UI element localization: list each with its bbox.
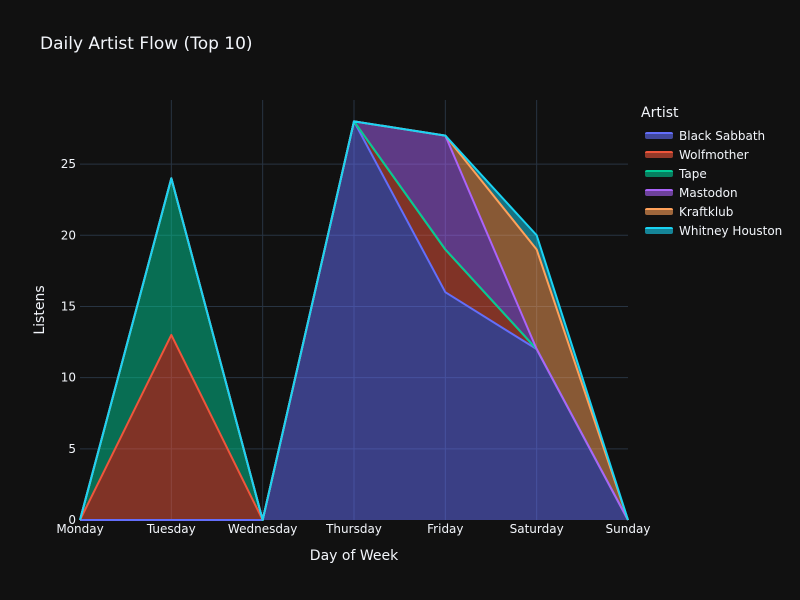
legend-item[interactable]: Tape: [641, 164, 796, 183]
line-whitney-houston: [79, 120, 629, 521]
x-axis-title: Day of Week: [310, 548, 399, 564]
legend-label: Black Sabbath: [679, 128, 766, 143]
x-tick-label: Thursday: [325, 522, 382, 536]
legend-item[interactable]: Whitney Houston: [641, 221, 796, 240]
y-tick-label: 10: [61, 371, 76, 385]
chart-title: Daily Artist Flow (Top 10): [40, 34, 253, 54]
area-wolfmother: [80, 121, 628, 521]
legend-label: Mastodon: [679, 185, 738, 200]
y-tick-label: 25: [61, 157, 76, 171]
x-tick-label: Wednesday: [228, 522, 297, 536]
legend-item[interactable]: Kraftklub: [641, 202, 796, 221]
legend-label: Wolfmother: [679, 147, 749, 162]
x-tick-label: Tuesday: [146, 522, 196, 536]
area-layer: [80, 121, 628, 521]
y-tick-label: 20: [61, 228, 76, 242]
legend-title: Artist: [641, 105, 679, 121]
y-tick-label: 0: [68, 513, 76, 527]
y-tick-label: 15: [61, 299, 76, 313]
area-tape: [80, 121, 628, 521]
area-black-sabbath: [80, 121, 628, 521]
x-tick-label: Monday: [56, 522, 103, 536]
legend-swatch: [645, 189, 673, 196]
legend-item[interactable]: Mastodon: [641, 183, 796, 202]
legend-label: Tape: [679, 166, 707, 181]
y-axis-title: Listens: [32, 285, 48, 334]
legend-label: Whitney Houston: [679, 223, 783, 238]
area-mastodon: [80, 121, 628, 521]
axis-layer: 0 5 10 15 20 25 Monday Tuesday Wednesday Thursday…: [32, 157, 650, 564]
legend-swatch: [645, 132, 673, 139]
legend-item[interactable]: Wolfmother: [641, 145, 796, 164]
x-tick-label: Sunday: [606, 522, 651, 536]
legend-swatch: [645, 170, 673, 177]
legend-items: Black Sabbath Wolfmother Tape Mastodon Kraft…: [641, 126, 796, 240]
line-layer: [79, 120, 629, 521]
legend: Artist Black Sabbath Wolfmother Tape Mastod…: [641, 104, 796, 240]
legend-swatch: [645, 227, 673, 234]
legend-item[interactable]: Black Sabbath: [641, 126, 796, 145]
legend-swatch: [645, 151, 673, 158]
x-tick-label: Friday: [427, 522, 463, 536]
x-tick-label: Saturday: [510, 522, 564, 536]
y-tick-label: 5: [68, 442, 76, 456]
legend-swatch: [645, 208, 673, 215]
area-kraftklub: [80, 121, 628, 521]
legend-label: Kraftklub: [679, 204, 734, 219]
